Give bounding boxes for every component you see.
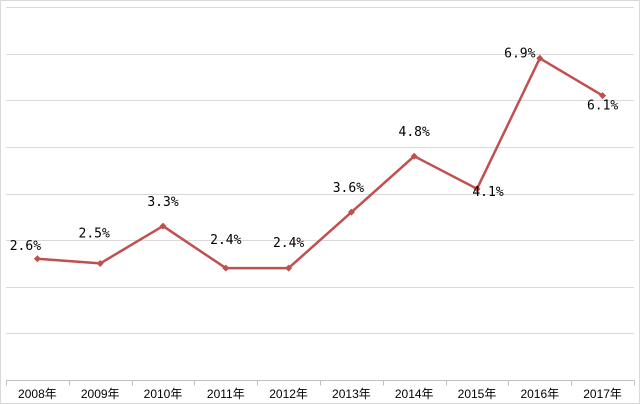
x-tick-label: 2015年 <box>458 387 497 401</box>
x-tick-label: 2008年 <box>18 387 57 401</box>
series-line <box>37 57 604 270</box>
marker-layer <box>33 54 607 272</box>
data-label: 2.4% <box>210 233 241 248</box>
x-tick-label: 2009年 <box>81 387 120 401</box>
data-point <box>536 54 544 62</box>
x-tick-label: 2014年 <box>395 387 434 401</box>
data-point <box>285 264 293 272</box>
data-point <box>599 92 607 100</box>
data-label: 6.9% <box>504 46 535 61</box>
data-label: 2.6% <box>10 239 41 254</box>
data-label-layer: 2.6% 2.5% 3.3% 2.4% 2.4% 3.6% 4.8% 4.1% 6.9% 6.1% <box>10 46 619 253</box>
data-point <box>33 255 41 263</box>
x-tick-label: 2011年 <box>207 387 245 401</box>
data-label: 6.1% <box>587 99 618 114</box>
data-label: 2.5% <box>79 226 110 241</box>
x-tick-label: 2017年 <box>583 387 622 401</box>
data-point <box>96 259 104 267</box>
data-label: 3.6% <box>333 181 364 196</box>
data-point <box>410 152 418 160</box>
data-label: 4.1% <box>472 185 503 200</box>
x-axis <box>6 380 635 386</box>
data-label: 2.4% <box>273 236 304 251</box>
x-tick-label: 2016年 <box>520 387 559 401</box>
data-label: 4.8% <box>399 125 430 140</box>
x-tick-label: 2012年 <box>269 387 308 401</box>
x-tick-label: 2013年 <box>332 387 371 401</box>
series-layer <box>37 57 604 270</box>
x-tick-labels: 2008年 2009年 2010年 2011年 2012年 2013年 2014年 2015年… <box>18 387 622 401</box>
data-point <box>347 208 355 216</box>
x-tick-label: 2010年 <box>144 387 183 401</box>
data-point <box>222 264 230 272</box>
data-point <box>159 222 167 230</box>
data-point <box>473 185 481 193</box>
data-label: 3.3% <box>147 195 178 210</box>
